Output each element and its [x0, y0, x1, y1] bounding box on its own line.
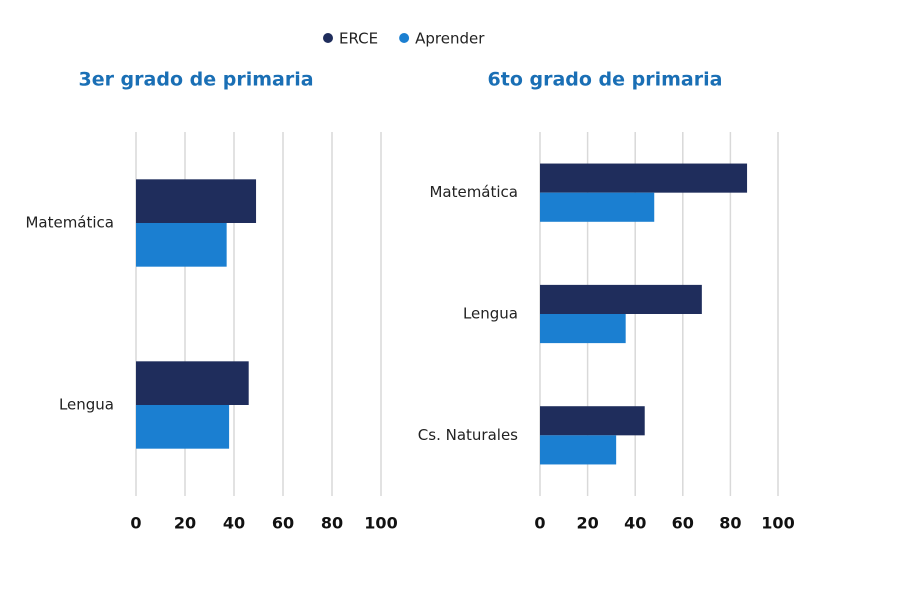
x-tick-label: 20: [174, 514, 196, 533]
bar: [540, 284, 702, 314]
bar: [540, 163, 748, 193]
x-tick-label: 40: [223, 514, 245, 533]
x-tick-label: 20: [576, 514, 598, 533]
bar: [540, 435, 617, 465]
bar: [540, 192, 655, 222]
x-tick-label: 80: [321, 514, 343, 533]
x-tick-label: 60: [272, 514, 294, 533]
legend-marker: [399, 33, 410, 43]
x-tick-label: 100: [364, 514, 397, 533]
x-tick-label: 0: [130, 514, 141, 533]
y-tick-label: Lengua: [59, 396, 114, 414]
legend-label: Aprender: [415, 30, 485, 48]
bar: [540, 406, 645, 436]
legend: ERCE Aprender: [323, 30, 485, 48]
x-tick-label: 0: [534, 514, 545, 533]
bar: [540, 314, 626, 344]
bar: [136, 361, 249, 405]
bar: [136, 179, 257, 223]
y-tick-label: Matemática: [25, 214, 114, 232]
y-tick-label: Matemática: [429, 183, 518, 201]
legend-marker: [323, 33, 333, 43]
y-tick-label: Cs. Naturales: [418, 426, 518, 444]
x-tick-label: 40: [624, 514, 646, 533]
bar: [136, 223, 227, 267]
x-tick-label: 80: [719, 514, 741, 533]
chart-title: 3er grado de primaria: [78, 69, 313, 91]
y-tick-label: Lengua: [463, 305, 518, 323]
legend-label: ERCE: [339, 30, 378, 48]
chart-title: 6to grado de primaria: [488, 69, 723, 91]
x-tick-label: 60: [672, 514, 694, 533]
x-tick-label: 100: [761, 514, 794, 533]
bar: [136, 405, 230, 449]
